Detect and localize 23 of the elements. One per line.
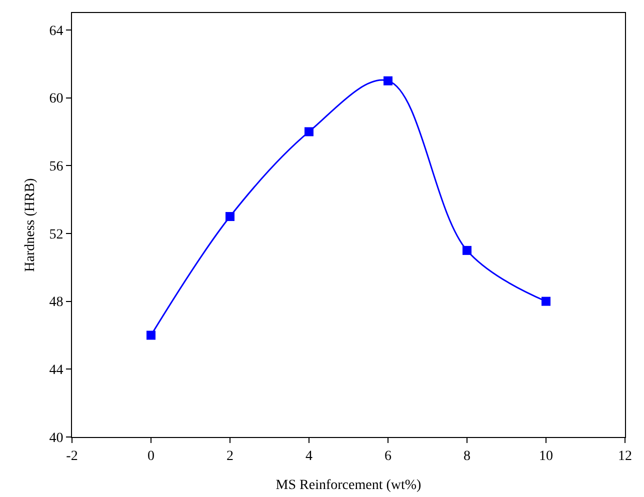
- y-tick-label: 48: [49, 295, 64, 310]
- y-axis-title: Hardness (HRB): [23, 178, 38, 272]
- x-axis-title: MS Reinforcement (wt%): [276, 478, 422, 493]
- point: [226, 212, 234, 222]
- point: [146, 330, 156, 340]
- x-tick-label: 10: [539, 448, 553, 464]
- x-tick-label: 0: [148, 448, 154, 464]
- x-tick-label: 12: [618, 448, 632, 464]
- x-tick-label: 6: [384, 448, 392, 464]
- point: [542, 296, 550, 306]
- y-tick-label: 60: [49, 92, 64, 107]
- x-tick-label: -2: [66, 448, 78, 464]
- point: [462, 246, 472, 255]
- x-tick-label: 4: [306, 448, 312, 464]
- y-tick-label: 64: [49, 24, 64, 39]
- point: [384, 76, 392, 86]
- point: [304, 127, 314, 136]
- x-tick-label: 2: [226, 448, 234, 464]
- y-tick-label: 40: [49, 430, 64, 446]
- y-tick-label: 44: [49, 363, 64, 378]
- y-tick-label: 52: [49, 227, 64, 242]
- x-tick-label: 8: [464, 448, 470, 464]
- y-tick-label: 56: [49, 160, 64, 175]
